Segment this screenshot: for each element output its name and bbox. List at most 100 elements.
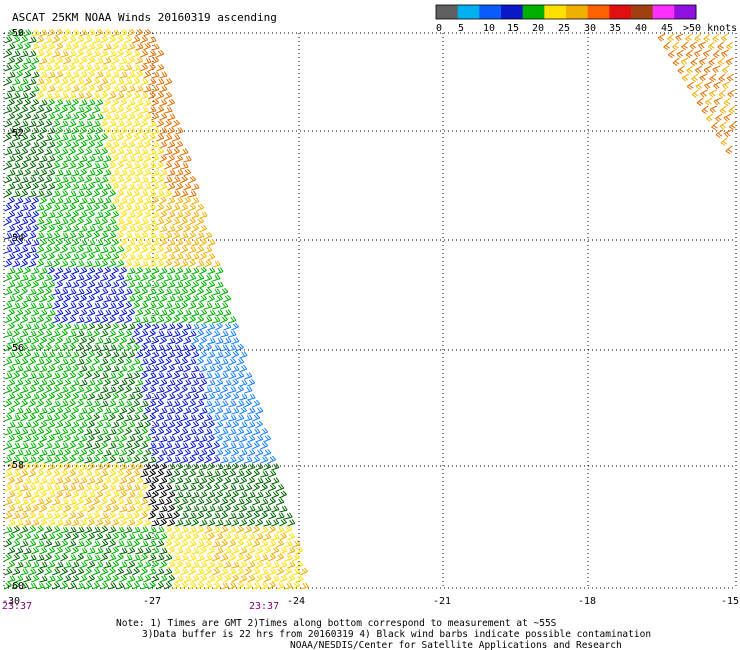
colorbar-label: 20 [532, 23, 544, 34]
wind-barb [87, 547, 96, 555]
wind-barb [260, 498, 269, 506]
wind-barb [252, 497, 261, 506]
wind-barb [60, 50, 69, 58]
wind-barb [36, 582, 45, 590]
wind-barb [711, 121, 719, 131]
wind-barb [268, 539, 277, 548]
wind-barb [135, 421, 144, 429]
wind-barb [260, 470, 269, 478]
wind-barb [68, 120, 77, 128]
wind-barb [159, 196, 167, 205]
time-label: 23:37 [2, 601, 32, 612]
wind-barb [135, 253, 144, 261]
wind-barb [36, 204, 45, 212]
wind-barb [55, 561, 64, 569]
wind-barb [111, 182, 119, 191]
wind-barb [239, 393, 248, 401]
wind-barb [705, 113, 714, 122]
wind-barb [79, 336, 88, 345]
wind-barb [111, 476, 119, 485]
wind-barb [124, 442, 133, 450]
wind-barb [175, 378, 184, 387]
wind-barb [223, 435, 232, 443]
wind-barb [220, 554, 229, 562]
wind-barb [231, 420, 240, 429]
wind-barb [119, 98, 128, 107]
wind-barb [183, 294, 191, 303]
wind-barb [196, 273, 205, 282]
wind-barb [28, 456, 37, 464]
wind-barb [31, 491, 40, 499]
wind-barb [119, 112, 128, 121]
wind-barb [103, 57, 112, 65]
wind-barb [175, 476, 184, 485]
wind-barb [135, 183, 144, 191]
wind-barb [68, 498, 77, 506]
wind-barb [55, 309, 64, 317]
wind-barb [95, 42, 104, 51]
wind-barb [7, 421, 16, 429]
wind-barb [60, 455, 69, 464]
wind-barb [215, 309, 224, 317]
wind-barb [148, 232, 157, 240]
wind-barb [119, 169, 128, 177]
wind-barb [180, 469, 189, 478]
colorbar-label: 30 [584, 23, 596, 34]
wind-barb [151, 112, 160, 121]
wind-barb [103, 547, 112, 555]
wind-barb [132, 316, 141, 324]
wind-barb [180, 512, 189, 520]
wind-barb [4, 77, 13, 86]
wind-barb [100, 567, 109, 576]
wind-barb [276, 512, 285, 520]
wind-barb [196, 399, 205, 408]
wind-barb [95, 350, 104, 359]
wind-barb [135, 294, 143, 303]
wind-barb [236, 484, 245, 492]
wind-barb [92, 273, 100, 282]
wind-barb [159, 98, 168, 107]
wind-barb [68, 288, 77, 296]
wind-barb [52, 554, 61, 562]
wind-barb [212, 344, 221, 352]
wind-barb [175, 169, 184, 177]
wind-barb [204, 358, 213, 366]
wind-barb [111, 29, 120, 37]
wind-barb [108, 161, 117, 170]
wind-barb [100, 231, 109, 240]
wind-barb [236, 498, 245, 506]
wind-barb [119, 420, 128, 429]
wind-barb [71, 532, 79, 541]
wind-barb [55, 70, 64, 79]
wind-barb [127, 112, 136, 121]
wind-barb [71, 435, 80, 443]
wind-barb [260, 456, 269, 464]
wind-barb [36, 35, 45, 44]
wind-barb [52, 273, 60, 282]
wind-barb [167, 211, 176, 219]
wind-barb [191, 267, 200, 275]
wind-barb [20, 554, 29, 562]
wind-barb [228, 568, 237, 576]
colorbar-swatch [436, 5, 459, 19]
wind-barb [151, 435, 160, 443]
wind-barb [12, 568, 21, 576]
wind-barb [132, 287, 141, 296]
wind-barb [156, 245, 164, 254]
wind-barb [156, 357, 165, 366]
wind-barb [4, 161, 13, 170]
wind-barb [132, 148, 141, 156]
wind-barb [44, 427, 52, 436]
wind-barb [12, 581, 20, 590]
wind-barb [7, 127, 16, 135]
wind-barb [108, 455, 117, 464]
wind-barb [79, 463, 88, 471]
wind-barb [188, 428, 197, 436]
wind-barb [20, 442, 29, 450]
wind-barb [700, 89, 708, 98]
wind-barb [76, 49, 84, 58]
wind-barb [231, 350, 240, 359]
wind-barb [284, 512, 293, 520]
wind-barb [12, 273, 21, 282]
wind-barb [55, 197, 64, 205]
